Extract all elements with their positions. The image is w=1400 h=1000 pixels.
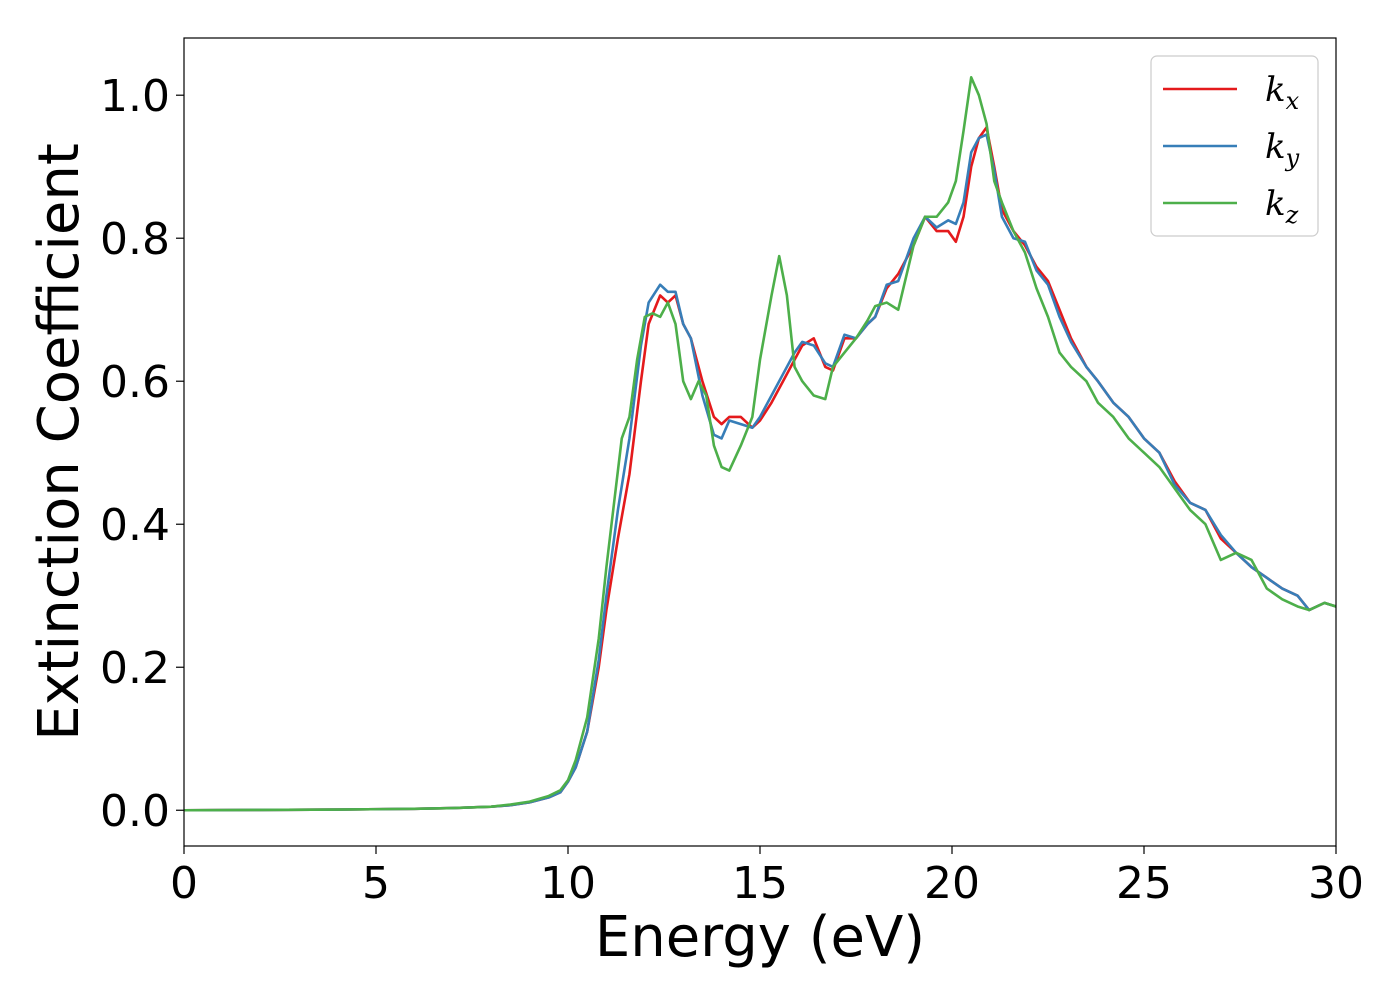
x-tick-label: 10 <box>540 858 596 909</box>
y-tick-label: 0.2 <box>100 643 170 694</box>
y-tick-label: 0.4 <box>100 500 170 551</box>
y-axis-title: Extinction Coefficient <box>27 143 92 741</box>
x-tick-label: 0 <box>170 858 198 909</box>
x-tick-label: 25 <box>1116 858 1172 909</box>
x-tick-label: 15 <box>732 858 788 909</box>
x-tick-label: 20 <box>924 858 980 909</box>
y-tick-label: 0.6 <box>100 357 170 408</box>
plot-area <box>183 37 1337 847</box>
x-tick-label: 5 <box>362 858 390 909</box>
y-tick-label: 1.0 <box>100 71 170 122</box>
series-layer <box>184 76 1336 812</box>
legend-label-z: kz <box>1265 184 1299 229</box>
x-tick-label: 30 <box>1308 858 1364 909</box>
y-tick-label: 0.0 <box>100 786 170 837</box>
legend-label-y: ky <box>1265 127 1300 172</box>
y-tick-label: 0.8 <box>100 214 170 265</box>
legend: kx ky kz <box>1150 55 1319 237</box>
x-axis-ticks: 0 5 10 15 20 25 30 <box>170 846 1364 909</box>
series-line-z <box>184 76 1336 812</box>
x-axis-title: Energy (eV) <box>595 905 925 970</box>
legend-label-x: kx <box>1265 70 1300 115</box>
y-axis-ticks: 0.0 0.2 0.4 0.6 0.8 1.0 <box>100 71 184 837</box>
